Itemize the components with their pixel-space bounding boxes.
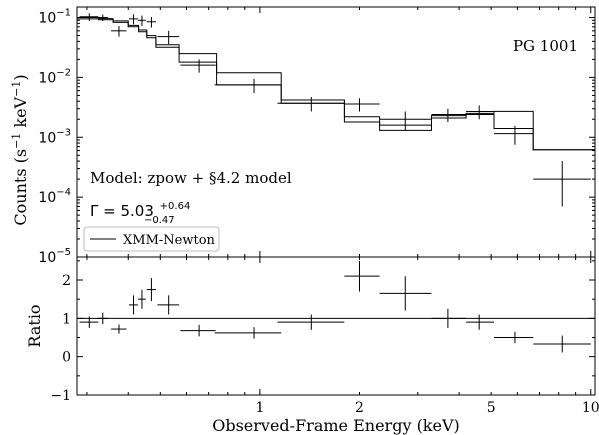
spectrum-points [79, 13, 591, 207]
y-label-part-3: ) [11, 74, 30, 80]
ratio-point-12 [379, 276, 432, 311]
ratio-y-tick-label-4: 2 [62, 273, 71, 289]
ratio-point-15 [494, 331, 534, 344]
tick-base: 10 [38, 11, 56, 27]
ratio-points [79, 260, 591, 353]
upper-y-axis-label: Counts (s−1 keV−1) [10, 74, 30, 225]
ratio-y-tick-label-2: 0 [62, 350, 71, 366]
y-label-part-2: keV [11, 96, 30, 132]
y-label-exp-2: −1 [10, 81, 23, 97]
ratio-point-9 [214, 327, 282, 339]
gamma-value: Γ = 5.03 [90, 202, 154, 220]
ratio-point-14 [466, 314, 495, 330]
y-tick-label-1: 10−1 [38, 8, 71, 27]
gamma-lower-error: −0.47 [144, 215, 175, 226]
tick-base: 10 [38, 190, 56, 206]
tick-base: 10 [38, 70, 56, 86]
ratio-point-1 [79, 316, 99, 328]
spectrum-point-12 [379, 111, 432, 131]
lower-plot-frame [76, 256, 596, 396]
spectrum-point-5 [137, 15, 146, 27]
ratio-point-6 [146, 278, 156, 302]
gamma-label: Γ = 5.03 +0.64 −0.47 [90, 195, 195, 226]
x-tick-label-4: 10 [582, 400, 599, 416]
spectrum-point-4 [128, 14, 138, 25]
ratio-point-7 [157, 295, 180, 315]
ratio-point-11 [344, 260, 380, 292]
ratio-point-13 [431, 308, 467, 328]
spectrum-point-10 [277, 97, 345, 112]
ratio-point-5 [137, 289, 146, 309]
spectrum-point-7 [157, 30, 180, 45]
ratio-y-tick-label-1: −1 [50, 388, 71, 404]
ratio-point-4 [128, 295, 138, 315]
spectrum-point-9 [214, 78, 282, 93]
y-tick-label-5: 10−5 [38, 247, 71, 266]
tick-base: 10 [38, 250, 56, 266]
lower-y-axis-label: Ratio [25, 304, 44, 347]
y-tick-label-4: 10−4 [38, 187, 71, 206]
tick-base: 10 [38, 130, 56, 146]
ratio-y-tick-label-3: 1 [62, 311, 71, 327]
y-tick-label-3: 10−3 [38, 127, 71, 146]
spectrum-point-11 [344, 98, 380, 112]
model-label: Model: zpow + §4.2 model [90, 169, 292, 187]
x-tick-label-2: 2 [355, 400, 364, 416]
spectrum-point-15 [494, 125, 534, 145]
gamma-upper-error: +0.64 [160, 201, 191, 212]
y-tick-label-2: 10−2 [38, 67, 71, 86]
source-label: PG 1001 [513, 37, 578, 55]
x-axis-label: Observed-Frame Energy (keV) [212, 416, 460, 435]
spectrum-point-8 [180, 59, 216, 73]
spectrum-point-3 [111, 26, 127, 37]
ratio-point-8 [180, 324, 216, 337]
tick-exponent: −1 [56, 8, 71, 19]
tick-exponent: −4 [56, 187, 71, 198]
tick-exponent: −3 [56, 127, 71, 138]
legend-label: XMM-Newton [123, 233, 216, 248]
ratio-point-16 [533, 335, 591, 353]
tick-exponent: −2 [56, 67, 71, 78]
tick-exponent: −5 [56, 247, 71, 258]
spectrum-point-14 [466, 105, 495, 120]
y-label-exp-1: −1 [10, 133, 23, 149]
lower-ticks: 1 2 5 10 −1 0 1 2 [50, 257, 599, 416]
x-tick-label-3: 5 [487, 400, 496, 416]
spectrum-point-1 [79, 13, 99, 21]
spectrum-point-16 [533, 161, 591, 207]
ratio-point-3 [111, 324, 127, 334]
spectrum-point-6 [146, 17, 156, 28]
spectrum-point-13 [431, 108, 467, 122]
spectrum-point-2 [97, 14, 108, 21]
y-label-part-1: Counts (s [11, 149, 30, 226]
ratio-point-10 [277, 314, 345, 330]
upper-panel: 10−110−210−310−410−5 PG 1001 Model: zpow… [10, 6, 596, 266]
legend: XMM-Newton [83, 226, 220, 252]
ratio-point-2 [97, 312, 108, 325]
lower-panel: 1 2 5 10 −1 0 1 2 Ratio Observed-Frame Energy (… [25, 256, 599, 435]
legend-box [83, 226, 220, 252]
x-tick-label-1: 1 [255, 400, 264, 416]
